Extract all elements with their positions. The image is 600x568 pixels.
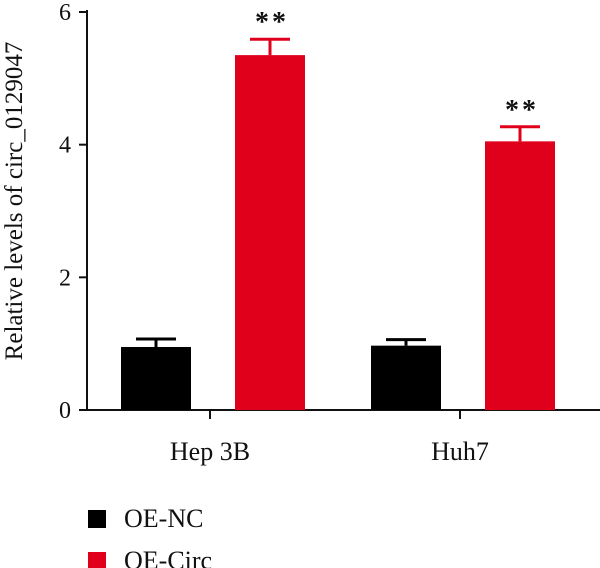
y-tick-label-6: 6 [59,0,71,26]
bar-0-0 [121,346,191,410]
legend-swatch-oe-circ [88,552,106,568]
legend-item-oe-circ: OE-Circ [88,540,212,568]
legend-item-oe-nc: OE-NC [88,498,212,540]
bar-0-1 [371,345,441,410]
x-tick-label-1: Huh7 [431,437,489,466]
bar-1-0 [235,55,305,410]
legend-label-oe-circ: OE-Circ [124,546,213,568]
y-axis-label-group: Relative levels of circ_0129047 [1,42,28,361]
legend-swatch-oe-nc [88,510,106,528]
significance-label-0: ** [255,7,289,38]
y-tick-label-0: 0 [59,398,71,424]
y-tick-label-2: 2 [59,265,71,291]
y-axis-label: Relative levels of circ_0129047 [1,42,28,361]
legend-label-oe-nc: OE-NC [124,504,204,533]
x-tick-label-0: Hep 3B [170,437,250,466]
annotations: ** ** [255,7,539,126]
y-tick-label-4: 4 [59,133,71,159]
significance-label-1: ** [505,95,539,126]
bar-1-1 [485,141,555,410]
legend: OE-NC OE-Circ [88,498,212,568]
bars [121,37,555,410]
